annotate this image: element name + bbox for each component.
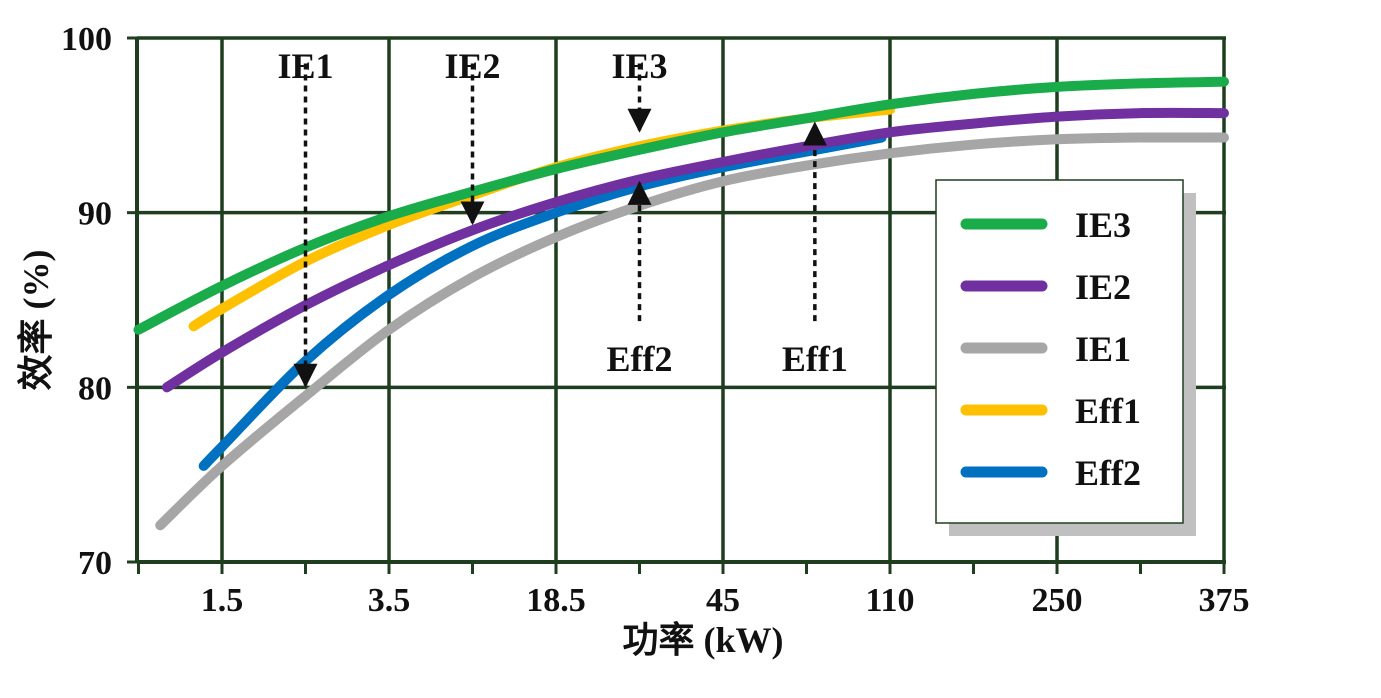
x-axis-title: 功率 (kW): [623, 620, 784, 660]
legend-label-ie2: IE2: [1075, 267, 1131, 307]
x-tick-label: 375: [1199, 582, 1250, 619]
annotation-label-eff1: Eff1: [782, 339, 848, 379]
annotation-label-ie1: IE1: [277, 46, 333, 86]
legend-label-eff2: Eff2: [1075, 453, 1141, 493]
y-tick-label: 70: [78, 545, 112, 582]
x-tick-label: 110: [865, 582, 914, 619]
x-tick-label: 45: [706, 582, 740, 619]
x-tick-label: 250: [1032, 582, 1083, 619]
y-tick-label: 80: [78, 370, 112, 407]
annotation-label-ie3: IE3: [611, 46, 667, 86]
y-axis-title: 效率 (%): [16, 250, 56, 391]
x-tick-labels: 1.5 3.5 18.5 45 110 250 375: [137, 562, 1250, 619]
annotation-label-ie2: IE2: [444, 46, 500, 86]
axes: [135, 38, 1226, 564]
x-tick-label: 3.5: [368, 582, 411, 619]
legend-label-eff1: Eff1: [1075, 391, 1141, 431]
annotation-label-eff2: Eff2: [607, 339, 673, 379]
series-line-ie1: [155, 132, 1229, 531]
legend-label-ie3: IE3: [1075, 205, 1131, 245]
x-tick-label: 1.5: [201, 582, 244, 619]
legend-label-ie1: IE1: [1075, 329, 1131, 369]
y-tick-label: 100: [61, 21, 112, 58]
series-line-eff2: [198, 132, 887, 471]
y-tick-label: 90: [78, 196, 112, 233]
series-line-ie2: [161, 107, 1229, 393]
series-line-ie3: [133, 76, 1229, 335]
series-lines: [133, 76, 1229, 531]
y-tick-labels: 70 80 90 100: [61, 21, 137, 582]
x-tick-label: 18.5: [526, 582, 586, 619]
legend-items: IE3 IE2 IE1 Eff1 Eff2: [960, 205, 1141, 493]
legend: IE3 IE2 IE1 Eff1 Eff2: [935, 179, 1196, 536]
annotations: IE1 IE2 IE3 Eff2 Eff1: [277, 46, 848, 388]
